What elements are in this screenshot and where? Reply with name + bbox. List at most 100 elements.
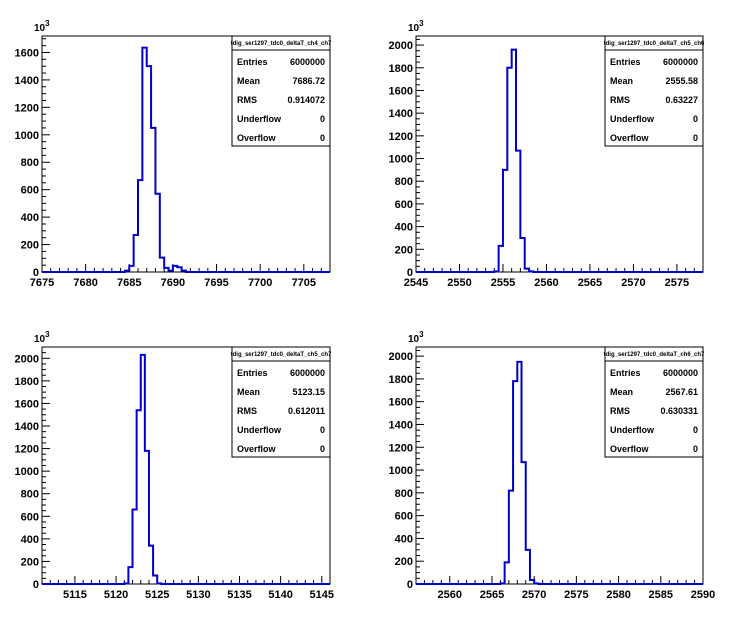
histogram-series: [42, 46, 330, 273]
histogram-panel-3: 0 200 400 600 800 1000 1200 1400 1600 1800 2000 103…: [15, 330, 334, 601]
y-tick-label: 1400: [389, 108, 413, 120]
y-tick-label: 400: [21, 212, 39, 224]
y-exponent-label: 103: [34, 19, 50, 34]
y-tick-label: 0: [33, 579, 39, 591]
y-tick-label: 1200: [15, 444, 39, 456]
x-tick-label: 2565: [578, 277, 602, 289]
histogram-series: [416, 360, 703, 585]
stats-label-rms: RMS: [610, 95, 630, 105]
x-tick-label: 2580: [606, 589, 630, 601]
stats-label-rms: RMS: [237, 406, 257, 416]
x-tick-label: 5125: [145, 589, 169, 601]
stats-box: tdig_ser1297_tdc0_deltaT_ch5_ch7 Entries 6…: [231, 346, 332, 458]
stats-value-entries: 6000000: [290, 368, 325, 378]
stats-value-underflow: 0: [320, 114, 325, 124]
y-tick-label: 600: [395, 511, 413, 523]
y-tick-label: 2000: [389, 40, 413, 52]
y-tick-label: 1800: [389, 374, 413, 386]
stats-label-underflow: Underflow: [610, 425, 655, 435]
x-tick-label: 5115: [63, 589, 87, 601]
stats-label-underflow: Underflow: [610, 114, 655, 124]
histogram-panel-4: 0 200 400 600 800 1000 1200 1400 1600 1800 2000 103…: [389, 330, 716, 601]
y-tick-label: 1200: [15, 102, 39, 114]
stats-value-rms: 0.630331: [660, 406, 698, 416]
stats-title: tdig_ser1297_tdc0_deltaT_ch5_ch7: [231, 352, 332, 358]
y-exponent-label: 103: [34, 330, 50, 345]
stats-value-overflow: 0: [693, 133, 698, 143]
stats-box: tdig_ser1297_tdc0_deltaT_ch5_ch6 Entries 6…: [604, 35, 705, 147]
stats-value-entries: 6000000: [663, 57, 698, 67]
x-tick-label: 2585: [649, 589, 673, 601]
stats-value-underflow: 0: [320, 425, 325, 435]
stats-value-underflow: 0: [693, 114, 698, 124]
stats-label-underflow: Underflow: [237, 425, 282, 435]
y-tick-label: 800: [21, 489, 39, 501]
y-tick-label: 1200: [389, 442, 413, 454]
stats-value-mean: 7686.72: [292, 76, 325, 86]
stats-box: tdig_ser1297_tdc0_deltaT_ch4_ch7 Entries 6…: [231, 35, 332, 147]
x-tick-label: 7680: [73, 277, 97, 289]
y-tick-label: 200: [395, 244, 413, 256]
stats-label-mean: Mean: [237, 387, 260, 397]
stats-value-overflow: 0: [320, 133, 325, 143]
x-tick-label: 7690: [161, 277, 185, 289]
y-tick-label: 1400: [15, 75, 39, 87]
x-tick-label: 2590: [691, 589, 715, 601]
y-tick-label: 1400: [15, 421, 39, 433]
stats-label-mean: Mean: [610, 76, 633, 86]
y-tick-label: 1600: [15, 398, 39, 410]
x-tick-label: 7705: [292, 277, 316, 289]
histogram-panel-2: 0 200 400 600 800 1000 1200 1400 1600 1800 2000 103…: [389, 19, 706, 289]
stats-value-rms: 0.914072: [287, 95, 325, 105]
stats-label-entries: Entries: [237, 368, 268, 378]
stats-box-frame: [604, 346, 704, 458]
stats-title: tdig_ser1297_tdc0_deltaT_ch5_ch6: [604, 41, 705, 47]
y-tick-label: 1800: [389, 63, 413, 75]
y-tick-label: 0: [33, 267, 39, 279]
x-tick-label: 2545: [404, 277, 428, 289]
stats-title: tdig_ser1297_tdc0_deltaT_ch4_ch7: [231, 41, 332, 47]
x-tick-label: 7700: [248, 277, 272, 289]
x-tick-label: 2550: [447, 277, 471, 289]
stats-title: tdig_ser1297_tdc0_deltaT_ch6_ch7: [604, 352, 705, 358]
x-tick-label: 7685: [117, 277, 141, 289]
x-tick-label: 5120: [104, 589, 128, 601]
stats-label-entries: Entries: [610, 368, 641, 378]
stats-value-rms: 0.63227: [665, 95, 698, 105]
x-tick-label: 2565: [480, 589, 504, 601]
y-tick-label: 800: [395, 176, 413, 188]
y-tick-label: 800: [395, 488, 413, 500]
y-exponent-label: 103: [408, 330, 424, 345]
stats-label-entries: Entries: [610, 57, 641, 67]
y-tick-label: 2000: [389, 351, 413, 363]
x-tick-label: 2575: [564, 589, 588, 601]
stats-label-underflow: Underflow: [237, 114, 282, 124]
x-tick-label: 2570: [522, 589, 546, 601]
stats-box-frame: [231, 346, 331, 458]
histogram-panel-1: 0 200 400 600 800 1000 1200 1400 1600 103 7675 7680…: [15, 19, 333, 289]
x-tick-label: 5145: [310, 589, 334, 601]
y-exponent-label: 103: [408, 19, 424, 34]
stats-value-entries: 6000000: [290, 57, 325, 67]
stats-value-overflow: 0: [693, 444, 698, 454]
y-tick-label: 1000: [15, 466, 39, 478]
y-tick-label: 800: [21, 157, 39, 169]
y-tick-label: 400: [395, 533, 413, 545]
stats-box-frame: [231, 35, 331, 147]
stats-value-underflow: 0: [693, 425, 698, 435]
x-tick-label: 5140: [268, 589, 292, 601]
stats-label-rms: RMS: [610, 406, 630, 416]
stats-label-overflow: Overflow: [610, 133, 650, 143]
y-tick-label: 0: [407, 267, 413, 279]
x-tick-label: 7675: [30, 277, 54, 289]
y-tick-label: 200: [21, 240, 39, 252]
x-tick-label: 2560: [438, 589, 462, 601]
y-tick-label: 1800: [15, 376, 39, 388]
histogram-series: [42, 353, 330, 585]
stats-value-entries: 6000000: [663, 368, 698, 378]
y-tick-label: 400: [395, 222, 413, 234]
stats-label-entries: Entries: [237, 57, 268, 67]
stats-label-mean: Mean: [237, 76, 260, 86]
stats-value-rms: 0.612011: [288, 406, 325, 416]
